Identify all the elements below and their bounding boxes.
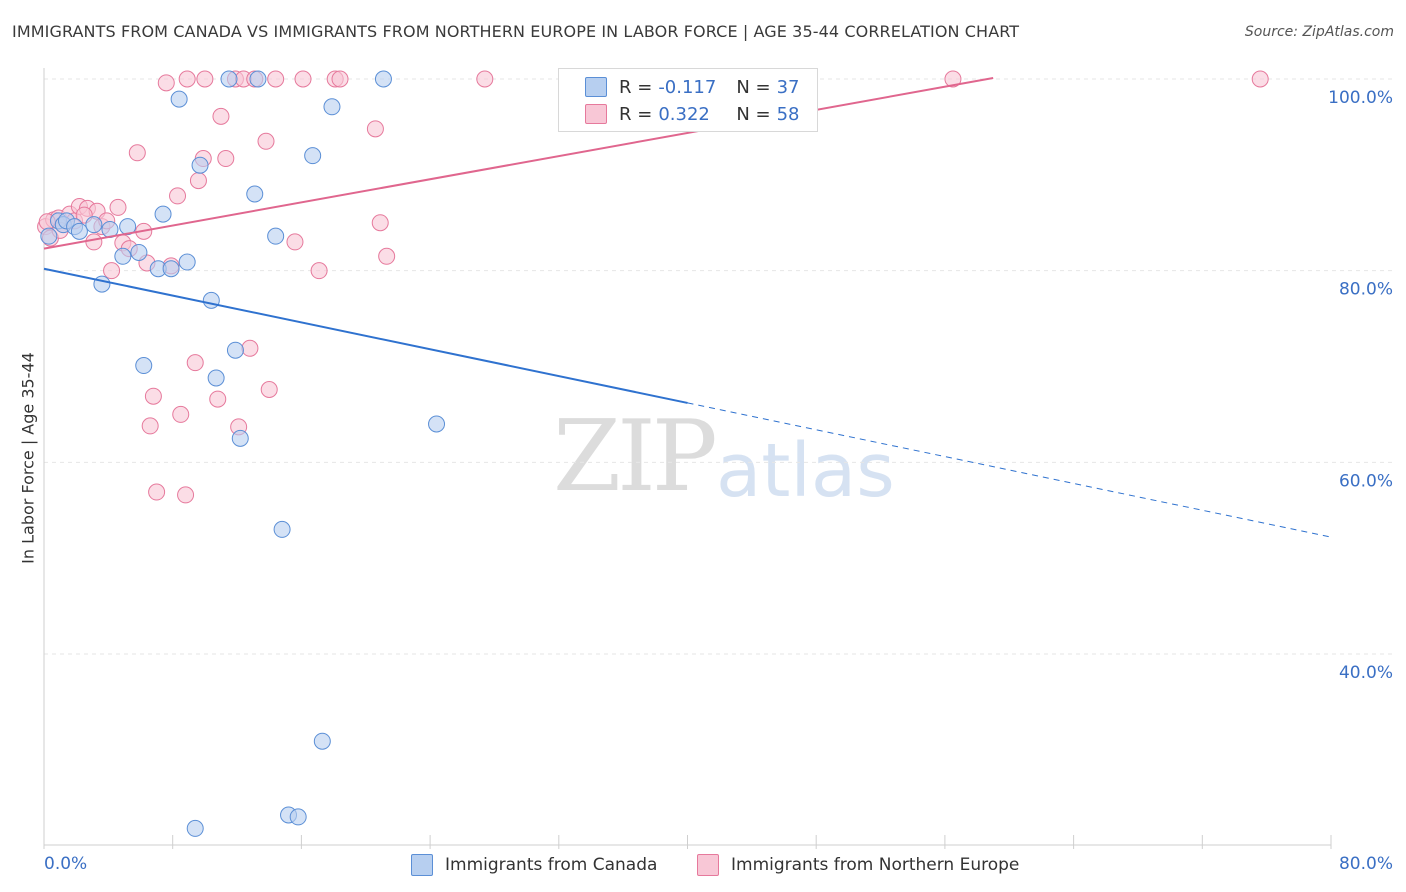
- r-label: R =: [619, 76, 653, 98]
- point-canada: [191, 156, 209, 174]
- source-label: Source: ZipAtlas.com: [1244, 24, 1394, 40]
- point-canada: [249, 70, 267, 88]
- point-northern-europe: [196, 70, 214, 88]
- point-canada: [267, 227, 285, 245]
- legend-item-canada[interactable]: Immigrants from Canada: [411, 852, 657, 878]
- r-value-canada: -0.117: [658, 76, 717, 98]
- point-canada: [304, 147, 322, 165]
- point-northern-europe: [378, 247, 396, 265]
- point-canada: [130, 243, 148, 261]
- point-canada: [246, 185, 264, 203]
- legend-label-canada: Immigrants from Canada: [445, 855, 658, 875]
- point-canada: [207, 369, 225, 387]
- canada-swatch: [585, 77, 607, 97]
- point-northern-europe: [294, 70, 312, 88]
- point-northern-europe: [241, 339, 259, 357]
- point-northern-europe: [103, 262, 121, 280]
- legend-row-canada: R = -0.117 N = 37: [585, 74, 800, 100]
- point-canada: [226, 341, 244, 359]
- point-northern-europe: [144, 387, 162, 405]
- y-tick-label: 80.0%: [1339, 280, 1393, 300]
- point-northern-europe: [172, 405, 190, 423]
- n-value-canada: 37: [776, 76, 800, 98]
- point-northern-europe: [944, 70, 962, 88]
- n-label: N =: [736, 103, 771, 125]
- point-canada: [289, 808, 307, 826]
- point-northern-europe: [366, 120, 384, 138]
- point-northern-europe: [217, 150, 235, 168]
- r-label: R =: [619, 103, 653, 125]
- point-northern-europe: [371, 214, 389, 232]
- y-tick-label: 60.0%: [1339, 471, 1393, 491]
- x-tick-label-max: 80.0%: [1339, 854, 1393, 874]
- point-canada: [178, 253, 196, 271]
- point-northern-europe: [267, 70, 285, 88]
- point-canada: [162, 260, 180, 278]
- point-canada: [170, 90, 188, 108]
- point-canada: [313, 732, 331, 750]
- point-canada: [114, 247, 132, 265]
- n-label: N =: [736, 76, 771, 98]
- y-axis-label: In Labor Force | Age 35-44: [18, 352, 38, 564]
- point-northern-europe: [257, 132, 275, 150]
- n-value-northern-europe: 58: [776, 103, 800, 125]
- watermark-zip: ZIP: [553, 400, 718, 514]
- watermark-atlas: atlas: [716, 428, 895, 514]
- canada-legend-swatch: [411, 854, 433, 876]
- point-canada: [428, 415, 446, 433]
- point-northern-europe: [157, 74, 175, 92]
- point-northern-europe: [212, 107, 230, 125]
- point-canada: [40, 227, 58, 245]
- y-tick-label: 40.0%: [1339, 663, 1393, 683]
- x-tick-label-min: 0.0%: [44, 854, 87, 874]
- y-tick-label: 100.0%: [1328, 88, 1393, 108]
- point-canada: [85, 216, 103, 234]
- northern-europe-legend-swatch: [697, 854, 719, 876]
- point-canada: [154, 205, 172, 223]
- point-canada: [231, 429, 249, 447]
- point-northern-europe: [260, 381, 278, 398]
- trendline-canada-extrapolated: [687, 402, 1332, 538]
- point-northern-europe: [286, 233, 304, 251]
- northern-europe-swatch: [585, 104, 607, 124]
- point-canada: [273, 520, 291, 538]
- point-canada: [135, 357, 153, 375]
- legend-row-northern-europe: R = 0.322 N = 58: [585, 101, 800, 127]
- point-northern-europe: [128, 144, 146, 162]
- point-northern-europe: [189, 172, 207, 190]
- point-northern-europe: [186, 354, 204, 372]
- point-canada: [374, 70, 392, 88]
- point-canada: [93, 275, 111, 293]
- point-northern-europe: [331, 70, 349, 88]
- point-northern-europe: [178, 70, 196, 88]
- point-canada: [186, 819, 204, 837]
- legend-item-northern-europe[interactable]: Immigrants from Northern Europe: [697, 852, 1019, 878]
- point-canada: [70, 222, 88, 240]
- point-northern-europe: [141, 417, 159, 435]
- trendline-northern-europe: [43, 77, 994, 250]
- trendline-canada: [43, 267, 688, 404]
- point-northern-europe: [109, 198, 127, 216]
- point-northern-europe: [209, 390, 227, 408]
- point-canada: [323, 98, 341, 116]
- point-northern-europe: [1251, 70, 1269, 88]
- point-northern-europe: [476, 70, 494, 88]
- legend-label-northern-europe: Immigrants from Northern Europe: [731, 855, 1020, 875]
- r-value-northern-europe: 0.322: [658, 103, 710, 125]
- point-northern-europe: [177, 486, 195, 504]
- point-northern-europe: [85, 233, 103, 251]
- point-northern-europe: [169, 187, 187, 205]
- point-northern-europe: [310, 262, 328, 280]
- point-canada: [220, 70, 238, 88]
- chart-title: IMMIGRANTS FROM CANADA VS IMMIGRANTS FRO…: [12, 22, 1020, 41]
- correlation-legend: R = -0.117 N = 37 R = 0.322 N = 58: [558, 68, 818, 132]
- point-northern-europe: [148, 483, 166, 501]
- point-canada: [202, 291, 220, 309]
- series-legend: Immigrants from Canada Immigrants from N…: [0, 852, 1406, 878]
